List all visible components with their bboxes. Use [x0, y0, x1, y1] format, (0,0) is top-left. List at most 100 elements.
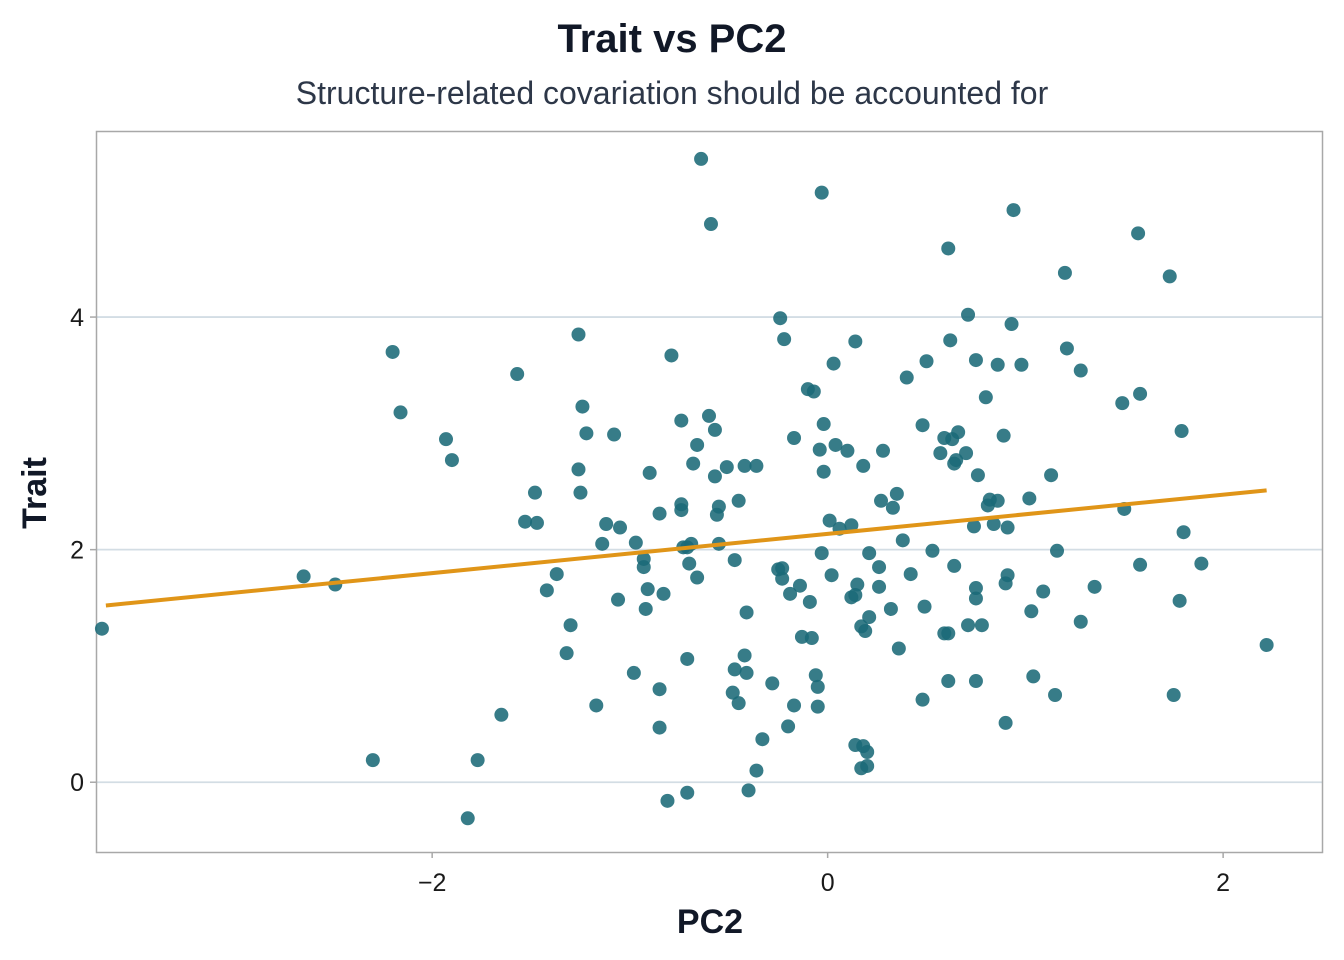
data-point-178 — [1044, 468, 1059, 483]
data-point-67 — [731, 493, 746, 508]
data-point-92 — [806, 384, 821, 399]
data-point-173 — [1014, 357, 1029, 372]
data-point-194 — [1174, 424, 1189, 439]
chart-subtitle: Structure-related covariation should be … — [296, 75, 1049, 111]
data-point-8 — [460, 811, 475, 826]
data-point-137 — [925, 543, 940, 558]
data-point-63 — [719, 460, 734, 475]
data-point-171 — [1004, 317, 1019, 332]
data-point-65 — [727, 553, 742, 568]
data-point-73 — [741, 783, 756, 798]
data-point-131 — [899, 370, 914, 385]
data-point-77 — [765, 676, 780, 691]
y-axis-ticks: 0 2 4 — [70, 304, 96, 797]
data-point-196 — [1194, 556, 1209, 571]
y-tick-label-2: 4 — [70, 304, 84, 332]
data-point-193 — [1172, 593, 1187, 608]
data-point-127 — [885, 500, 900, 515]
data-point-143 — [941, 241, 956, 256]
data-point-85 — [787, 431, 802, 446]
data-point-24 — [589, 698, 604, 713]
data-point-120 — [862, 610, 877, 625]
data-point-172 — [1006, 203, 1021, 218]
data-point-3 — [365, 753, 380, 768]
data-point-70 — [737, 648, 752, 663]
data-point-55 — [694, 151, 709, 166]
data-point-167 — [998, 715, 1013, 730]
data-point-175 — [1024, 604, 1039, 619]
data-point-136 — [919, 354, 934, 369]
data-point-93 — [808, 668, 823, 683]
data-point-147 — [947, 558, 962, 573]
data-point-129 — [891, 641, 906, 656]
data-point-80 — [775, 561, 790, 576]
data-point-154 — [968, 353, 983, 368]
data-point-100 — [816, 464, 831, 479]
data-point-6 — [439, 432, 454, 447]
chart-title: Trait vs PC2 — [557, 17, 786, 61]
data-point-75 — [749, 763, 764, 778]
data-point-18 — [563, 618, 578, 633]
data-point-144 — [943, 333, 958, 348]
data-point-180 — [1050, 543, 1065, 558]
data-point-5 — [393, 405, 408, 420]
data-point-197 — [1259, 638, 1274, 653]
data-point-37 — [652, 506, 667, 521]
data-point-35 — [640, 582, 655, 597]
data-point-98 — [814, 185, 829, 200]
data-point-76 — [755, 732, 770, 747]
data-point-134 — [915, 418, 930, 433]
data-point-7 — [444, 453, 459, 468]
data-point-49 — [680, 785, 695, 800]
data-point-4 — [385, 344, 400, 359]
data-point-190 — [1133, 386, 1148, 401]
data-point-166 — [996, 428, 1011, 443]
data-point-165 — [990, 357, 1005, 372]
data-point-86 — [787, 698, 802, 713]
data-point-33 — [636, 560, 651, 575]
data-point-102 — [824, 568, 839, 583]
data-point-58 — [707, 422, 722, 437]
data-point-1 — [296, 569, 311, 584]
data-point-50 — [682, 556, 697, 571]
data-point-149 — [951, 425, 966, 440]
data-point-135 — [917, 599, 932, 614]
data-point-9 — [470, 753, 485, 768]
data-point-123 — [872, 560, 887, 575]
data-point-91 — [804, 631, 819, 646]
data-point-152 — [961, 307, 976, 322]
data-point-96 — [812, 442, 827, 457]
data-point-104 — [828, 437, 843, 452]
data-point-30 — [626, 665, 641, 680]
data-point-52 — [686, 456, 701, 471]
data-point-14 — [529, 515, 544, 530]
data-point-126 — [883, 601, 898, 616]
x-tick-label-1: 0 — [821, 869, 835, 897]
data-point-34 — [638, 601, 653, 616]
data-point-0 — [94, 621, 109, 636]
data-point-142 — [941, 674, 956, 689]
data-point-26 — [599, 517, 614, 532]
data-point-69 — [737, 458, 752, 473]
data-point-132 — [903, 567, 918, 582]
data-point-38 — [652, 682, 667, 697]
data-point-40 — [656, 586, 671, 601]
data-point-150 — [959, 446, 974, 461]
data-point-23 — [579, 426, 594, 441]
data-point-90 — [802, 594, 817, 609]
data-point-179 — [1048, 688, 1063, 703]
data-point-28 — [611, 592, 626, 607]
y-axis-title: Trait — [16, 457, 54, 529]
data-point-103 — [826, 356, 841, 371]
data-point-183 — [1073, 614, 1088, 629]
data-point-68 — [731, 696, 746, 711]
data-point-59 — [707, 469, 722, 484]
data-point-97 — [814, 546, 829, 561]
data-point-116 — [856, 458, 871, 473]
data-point-169 — [1000, 568, 1015, 583]
data-point-72 — [739, 665, 754, 680]
data-point-19 — [571, 327, 586, 342]
x-axis-ticks: −2 0 2 — [418, 852, 1230, 897]
data-point-176 — [1026, 669, 1041, 684]
